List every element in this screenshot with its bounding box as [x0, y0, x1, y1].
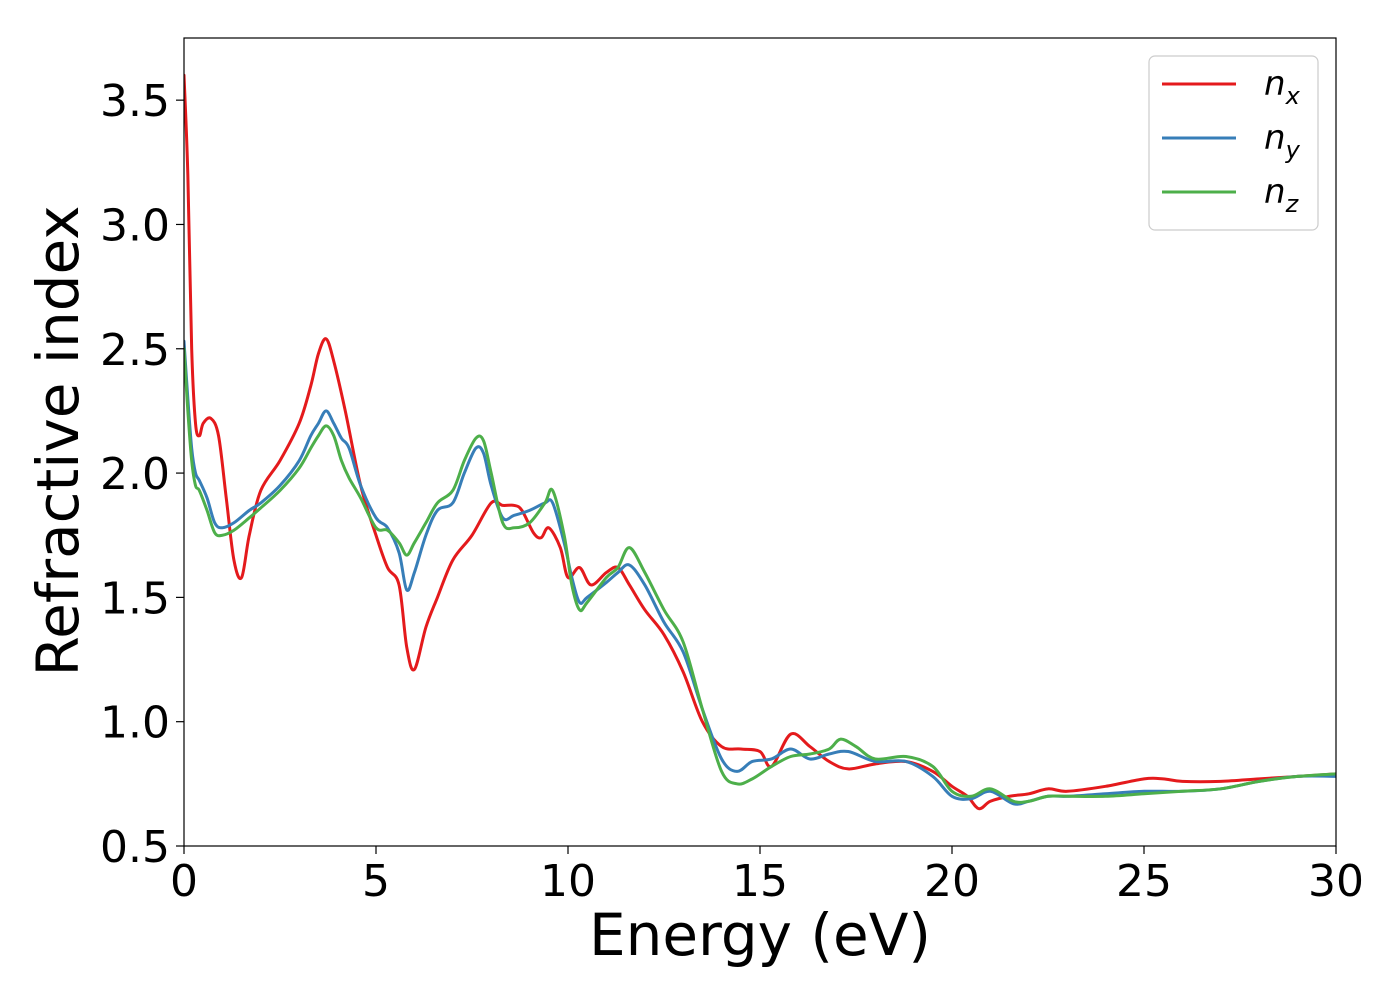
x-tick-label: 5: [362, 856, 390, 907]
x-tick-label: 15: [732, 856, 788, 907]
legend-label: nx: [1264, 64, 1301, 110]
legend-label-base: n: [1264, 118, 1286, 158]
series-line-n-z: [184, 347, 1336, 804]
x-axis-label: Energy (eV): [589, 901, 931, 969]
y-tick-label: 0.5: [100, 822, 170, 873]
x-tick-label: 10: [540, 856, 596, 907]
x-tick-label: 30: [1308, 856, 1364, 907]
legend-label-base: n: [1264, 172, 1286, 212]
y-tick-label: 1.5: [100, 573, 170, 624]
y-tick-label: 3.0: [100, 200, 170, 251]
legend-label: nz: [1264, 172, 1300, 218]
y-axis-label: Refractive index: [24, 205, 92, 676]
x-tick-label: 0: [170, 856, 198, 907]
legend-label-subscript: z: [1285, 190, 1300, 218]
x-tick-label: 25: [1116, 856, 1172, 907]
y-tick-label: 1.0: [100, 698, 170, 749]
legend-label-subscript: y: [1285, 136, 1301, 164]
legend-label-base: n: [1264, 64, 1286, 104]
x-tick-label: 20: [924, 856, 980, 907]
y-tick-label: 2.0: [100, 449, 170, 500]
legend-label-subscript: x: [1285, 82, 1301, 110]
series-line-n-y: [184, 339, 1336, 806]
legend-label: ny: [1264, 118, 1301, 164]
series-layer: [184, 73, 1336, 811]
legend-box: [1148, 55, 1319, 231]
y-tick-label: 2.5: [100, 325, 170, 376]
axes-layer: 0 5 10 15 20 25 30 0.5 1.0 1.5 2.0 2.5 3.0 3.5: [100, 37, 1364, 907]
y-tick-label: 3.5: [100, 76, 170, 127]
